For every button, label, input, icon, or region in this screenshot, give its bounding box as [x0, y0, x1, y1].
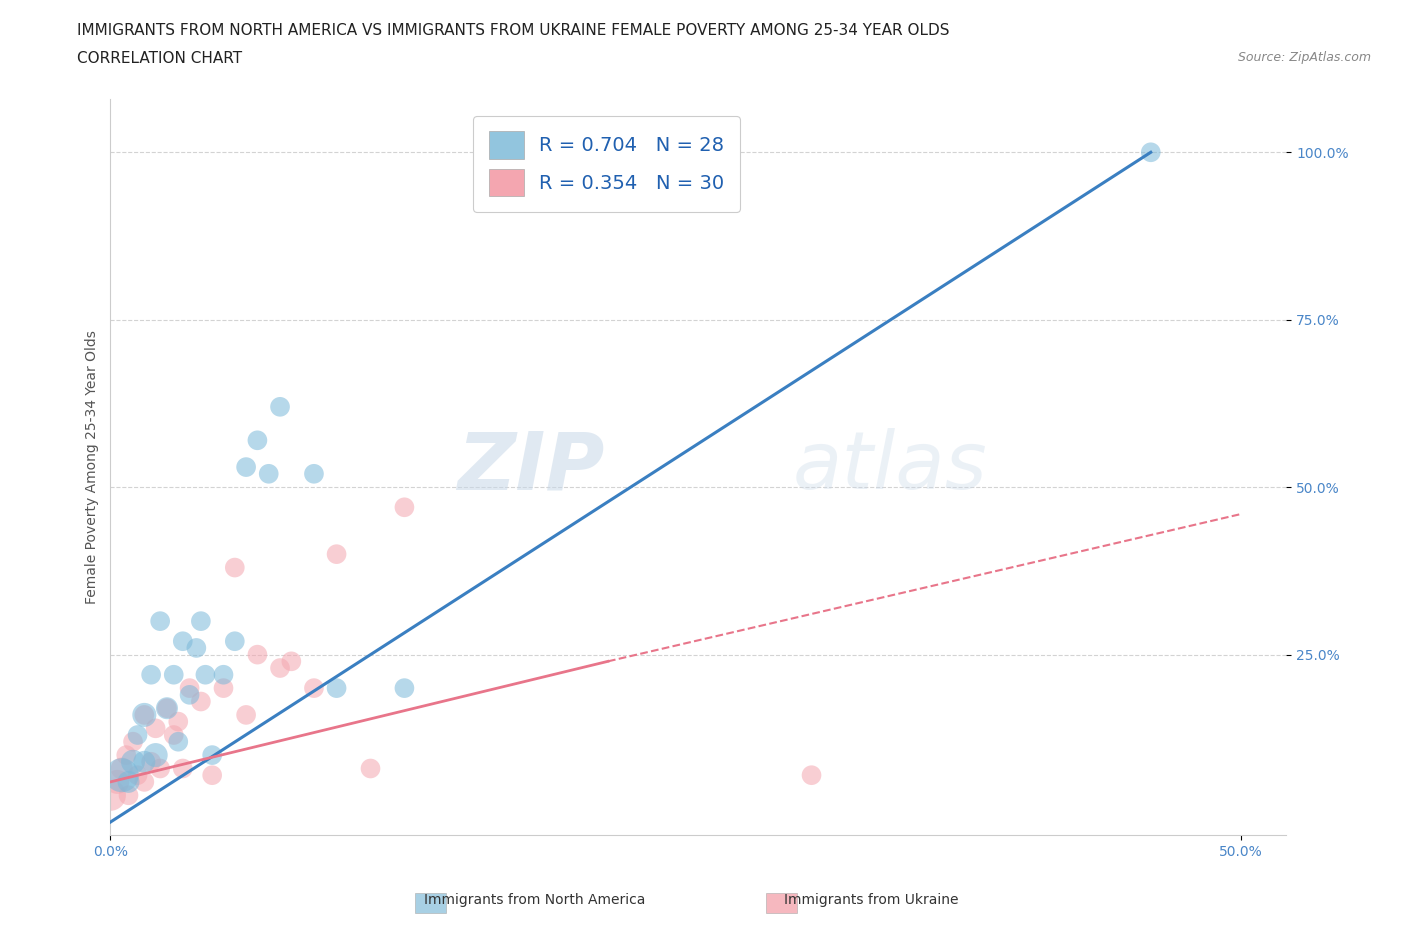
Text: Source: ZipAtlas.com: Source: ZipAtlas.com	[1237, 51, 1371, 64]
Point	[145, 721, 167, 736]
Point	[115, 748, 138, 763]
Point	[302, 681, 325, 696]
Point	[117, 775, 139, 790]
Text: Immigrants from North America: Immigrants from North America	[423, 893, 645, 907]
Point	[360, 761, 382, 776]
Point	[117, 788, 139, 803]
Text: atlas: atlas	[793, 428, 987, 506]
Point	[246, 647, 269, 662]
Point	[194, 668, 217, 683]
Point	[246, 432, 269, 447]
Point	[800, 768, 823, 783]
Point	[127, 768, 149, 783]
Point	[156, 701, 179, 716]
Point	[190, 694, 212, 709]
Point	[167, 714, 190, 729]
Point	[122, 754, 145, 769]
Point	[134, 708, 156, 723]
Point	[179, 681, 201, 696]
Point	[163, 727, 186, 742]
Point	[235, 708, 257, 723]
Point	[201, 768, 224, 783]
Point	[325, 547, 347, 562]
Point	[149, 614, 172, 629]
Point	[190, 614, 212, 629]
Point	[111, 768, 134, 783]
Point	[269, 399, 291, 414]
Text: ZIP: ZIP	[457, 428, 605, 506]
Point	[235, 459, 257, 474]
Point	[212, 681, 235, 696]
Point	[280, 654, 302, 669]
Point	[224, 634, 246, 649]
Point	[172, 761, 194, 776]
Point	[127, 727, 149, 742]
Point	[134, 754, 156, 769]
Point	[201, 748, 224, 763]
Point	[149, 761, 172, 776]
Point	[302, 466, 325, 481]
Point	[163, 668, 186, 683]
Point	[122, 735, 145, 750]
Point	[134, 708, 156, 723]
Point	[156, 701, 179, 716]
Point	[257, 466, 280, 481]
Point	[134, 775, 156, 790]
Point	[111, 761, 134, 776]
Text: IMMIGRANTS FROM NORTH AMERICA VS IMMIGRANTS FROM UKRAINE FEMALE POVERTY AMONG 25: IMMIGRANTS FROM NORTH AMERICA VS IMMIGRA…	[77, 23, 950, 38]
Text: Immigrants from Ukraine: Immigrants from Ukraine	[785, 893, 959, 907]
Y-axis label: Female Poverty Among 25-34 Year Olds: Female Poverty Among 25-34 Year Olds	[86, 330, 100, 604]
Point	[269, 660, 291, 675]
Point	[224, 560, 246, 575]
Point	[167, 735, 190, 750]
Point	[212, 668, 235, 683]
Point	[139, 754, 162, 769]
Legend: R = 0.704   N = 28, R = 0.354   N = 30: R = 0.704 N = 28, R = 0.354 N = 30	[472, 116, 740, 212]
Point	[1139, 145, 1161, 160]
Point	[394, 681, 416, 696]
Point	[139, 668, 162, 683]
Point	[325, 681, 347, 696]
Point	[186, 641, 208, 656]
Point	[172, 634, 194, 649]
Point	[145, 748, 167, 763]
Point	[179, 687, 201, 702]
Text: CORRELATION CHART: CORRELATION CHART	[77, 51, 242, 66]
Point	[394, 499, 416, 514]
Point	[100, 788, 122, 803]
Point	[105, 775, 128, 790]
